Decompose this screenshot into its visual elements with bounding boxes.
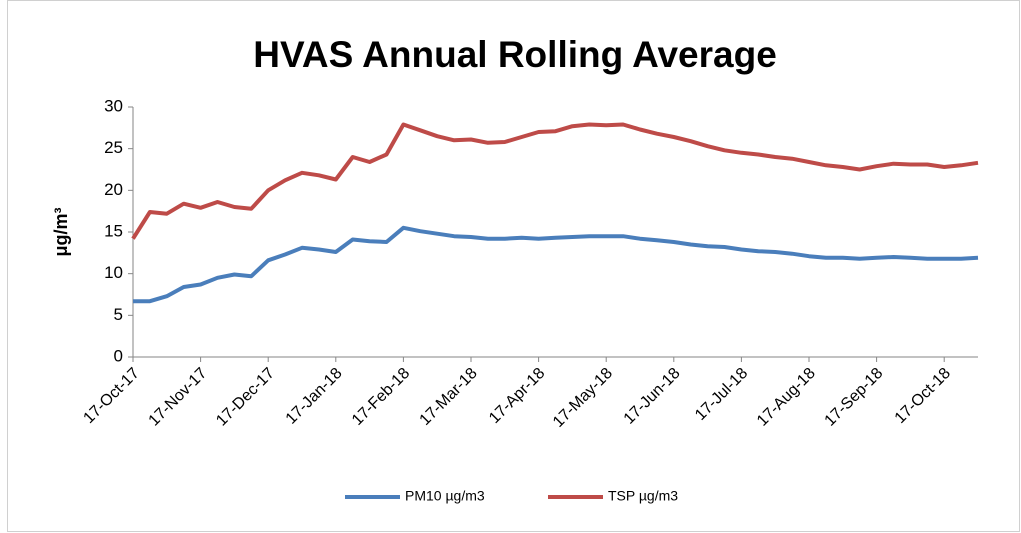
y-tick-label: 15 <box>104 221 123 240</box>
chart-title: HVAS Annual Rolling Average <box>253 34 777 75</box>
chart-border <box>7 0 1020 532</box>
y-tick-label: 30 <box>104 96 123 115</box>
y-axis-label: μg/m³ <box>51 207 71 256</box>
y-tick-label: 0 <box>114 346 123 365</box>
y-tick-label: 25 <box>104 138 123 157</box>
y-tick-label: 20 <box>104 180 123 199</box>
legend-label: PM10 µg/m3 <box>405 488 485 504</box>
y-tick-label: 10 <box>104 263 123 282</box>
y-tick-label: 5 <box>114 305 123 324</box>
series-line <box>133 225 979 304</box>
legend-label: TSP µg/m3 <box>608 488 678 504</box>
series-line <box>131 122 979 240</box>
